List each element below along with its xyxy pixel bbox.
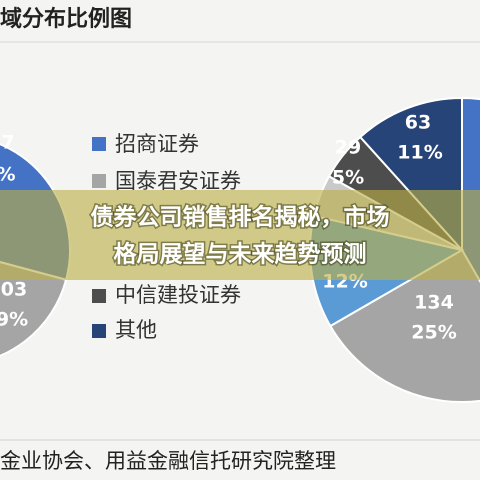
pie-label: 9% <box>0 309 28 331</box>
overlay-title: 债券公司销售排名揭秘，市场 <box>91 204 390 231</box>
pie-label: 29 <box>335 137 361 159</box>
pie-label: 25% <box>411 322 456 344</box>
source-note: 金业协会、用益金融信托研究院整理 <box>0 449 336 473</box>
pie-label: 03 <box>1 279 27 301</box>
overlay-title: 格局展望与未来趋势预测 <box>114 241 367 268</box>
overlay-band <box>0 190 480 280</box>
chart-title: 域分布比例图 <box>0 6 132 32</box>
pie-label: 11% <box>397 142 442 164</box>
legend-item: 招商证券 <box>115 132 199 156</box>
legend-swatch <box>92 137 106 151</box>
legend-item: 国泰君安证券 <box>115 169 241 193</box>
legend-swatch <box>92 289 106 303</box>
legend-item: 中信建投证券 <box>115 283 241 307</box>
pie-slice <box>0 261 68 357</box>
pie-label: 5% <box>332 167 364 189</box>
pie-label: 63 <box>405 112 431 134</box>
pie-slice <box>328 248 480 403</box>
pie-label: 7 <box>1 132 14 154</box>
legend-swatch <box>92 174 106 188</box>
pie-label: 134 <box>414 292 454 314</box>
pie-label: % <box>0 164 16 186</box>
legend-item: 其他 <box>115 318 157 342</box>
legend-swatch <box>92 324 106 338</box>
